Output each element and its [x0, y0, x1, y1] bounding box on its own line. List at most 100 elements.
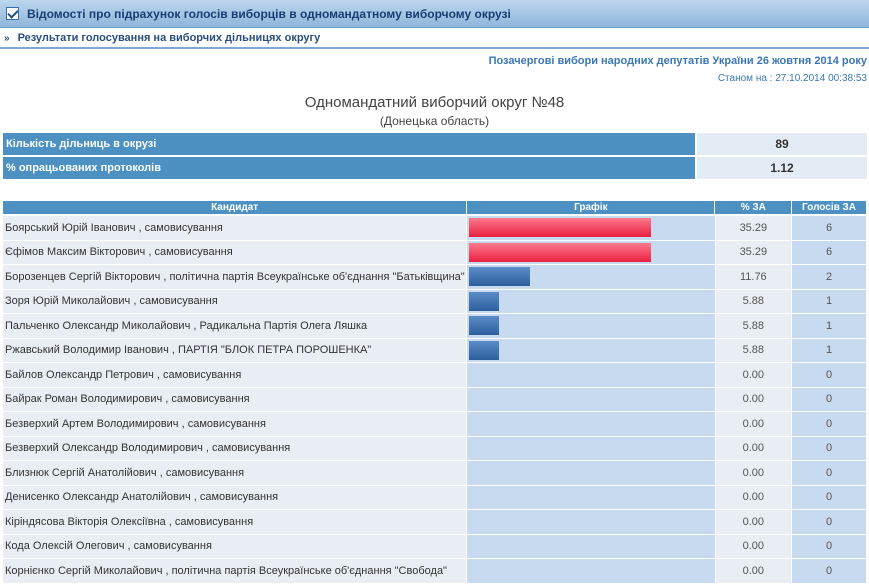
column-header-votes[interactable]: Голосів ЗА: [792, 201, 867, 214]
table-row: Пальченко Олександр Миколайович , Радика…: [3, 314, 867, 339]
candidate-name: Ржавський Володимир Іванович , ПАРТІЯ "Б…: [3, 338, 468, 363]
column-header-pct[interactable]: % ЗА: [715, 201, 793, 214]
vote-count: 6: [792, 240, 867, 265]
window-titlebar: Відомості про підрахунок голосів виборці…: [0, 0, 869, 28]
vote-percent: 0.00: [715, 363, 793, 388]
table-row: Борозенцев Сергій Вікторович , політична…: [3, 265, 867, 290]
stations-count-row: Кількість дільниць в окрузі 89: [3, 133, 867, 155]
vote-count: 1: [792, 338, 867, 363]
processed-protocols-label: % опрацьованих протоколів: [3, 157, 695, 179]
table-row: Боярський Юрій Іванович , самовисування 3…: [3, 216, 867, 241]
candidate-name: Зоря Юрій Миколайович , самовисування: [3, 289, 468, 314]
candidate-name: Борозенцев Сергій Вікторович , політична…: [3, 265, 468, 290]
vote-count: 0: [792, 559, 867, 584]
vote-share-bar: [469, 242, 652, 262]
candidate-name: Корнієнко Сергій Миколайович , політична…: [3, 559, 468, 584]
chart-cell: [467, 510, 716, 535]
table-row: Денисенко Олександр Анатолійович , самов…: [3, 485, 867, 510]
table-row: Єфімов Максим Вікторович , самовисування…: [3, 240, 867, 265]
candidate-name: Кіріндясова Вікторія Олексіївна , самови…: [3, 510, 468, 535]
vote-percent: 0.00: [715, 534, 793, 559]
chart-cell: [467, 534, 716, 559]
chart-cell: [467, 436, 716, 461]
vote-percent: 5.88: [715, 314, 793, 339]
chart-cell: [467, 265, 716, 290]
candidate-name: Байрак Роман Володимирович , самовисуван…: [3, 387, 468, 412]
vote-share-bar: [469, 291, 500, 311]
vote-percent: 0.00: [715, 436, 793, 461]
chart-cell: [467, 338, 716, 363]
as-of-timestamp: Станом на : 27.10.2014 00:38:53: [717, 73, 867, 84]
chart-cell: [467, 240, 716, 265]
vote-count: 1: [792, 314, 867, 339]
vote-count: 6: [792, 216, 867, 241]
election-name: Позачергові вибори народних депутатів Ук…: [488, 55, 867, 67]
candidate-name: Близнюк Сергій Анатолійович , самовисува…: [3, 461, 468, 486]
vote-percent: 0.00: [715, 387, 793, 412]
vote-percent: 5.88: [715, 289, 793, 314]
column-header-chart[interactable]: Графік: [467, 201, 716, 214]
chart-cell: [467, 412, 716, 437]
table-row: Байлов Олександр Петрович , самовисуванн…: [3, 363, 867, 388]
checkbox-icon[interactable]: [6, 7, 19, 20]
chart-cell: [467, 559, 716, 584]
chart-cell: [467, 387, 716, 412]
candidate-name: Боярський Юрій Іванович , самовисування: [3, 216, 468, 241]
table-row: Ржавський Володимир Іванович , ПАРТІЯ "Б…: [3, 338, 867, 363]
vote-count: 0: [792, 461, 867, 486]
column-header-candidate[interactable]: Кандидат: [3, 201, 468, 214]
vote-percent: 0.00: [715, 559, 793, 584]
chart-cell: [467, 216, 716, 241]
page-title: Відомості про підрахунок голосів виборці…: [27, 6, 511, 21]
stations-count-value: 89: [697, 133, 867, 155]
candidate-name: Безверхий Олександр Володимирович , само…: [3, 436, 468, 461]
vote-count: 0: [792, 363, 867, 388]
vote-percent: 0.00: [715, 510, 793, 535]
candidate-name: Пальченко Олександр Миколайович , Радика…: [3, 314, 468, 339]
vote-count: 0: [792, 387, 867, 412]
vote-count: 0: [792, 412, 867, 437]
processed-protocols-row: % опрацьованих протоколів 1.12: [3, 157, 867, 179]
vote-count: 0: [792, 510, 867, 535]
table-row: Кіріндясова Вікторія Олексіївна , самови…: [3, 510, 867, 535]
vote-percent: 0.00: [715, 412, 793, 437]
vote-percent: 0.00: [715, 485, 793, 510]
chart-cell: [467, 485, 716, 510]
vote-count: 0: [792, 534, 867, 559]
vote-share-bar: [469, 340, 500, 360]
vote-share-bar: [469, 267, 531, 287]
vote-percent: 35.29: [715, 216, 793, 241]
vote-percent: 35.29: [715, 240, 793, 265]
processed-protocols-value: 1.12: [697, 157, 867, 179]
table-row: Близнюк Сергій Анатолійович , самовисува…: [3, 461, 867, 486]
breadcrumb: » Результати голосування на виборчих діл…: [0, 29, 869, 49]
chart-cell: [467, 363, 716, 388]
table-row: Безверхий Олександр Володимирович , само…: [3, 436, 867, 461]
vote-count: 0: [792, 436, 867, 461]
candidate-name: Єфімов Максим Вікторович , самовисування: [3, 240, 468, 265]
results-table-body: Боярський Юрій Іванович , самовисування 3…: [3, 216, 867, 584]
chart-cell: [467, 289, 716, 314]
district-region: (Донецька область): [379, 114, 490, 128]
vote-share-bar: [469, 218, 652, 238]
vote-share-bar: [469, 316, 500, 336]
table-row: Зоря Юрій Миколайович , самовисування 5.8…: [3, 289, 867, 314]
candidate-name: Кода Олексій Олегович , самовисування: [3, 534, 468, 559]
candidate-name: Байлов Олександр Петрович , самовисуванн…: [3, 363, 468, 388]
vote-count: 2: [792, 265, 867, 290]
table-row: Корнієнко Сергій Миколайович , політична…: [3, 559, 867, 584]
vote-count: 1: [792, 289, 867, 314]
vote-count: 0: [792, 485, 867, 510]
table-row: Безверхий Артем Володимирович , самовису…: [3, 412, 867, 437]
results-by-station-link[interactable]: Результати голосування на виборчих дільн…: [17, 32, 321, 44]
results-table-header: Кандидат Графік % ЗА Голосів ЗА: [3, 201, 867, 214]
candidate-name: Денисенко Олександр Анатолійович , самов…: [3, 485, 468, 510]
stations-count-label: Кількість дільниць в окрузі: [3, 133, 695, 155]
chart-cell: [467, 461, 716, 486]
chart-cell: [467, 314, 716, 339]
vote-percent: 0.00: [715, 461, 793, 486]
district-title: Одномандатний виборчий округ №48: [304, 94, 565, 111]
vote-percent: 11.76: [715, 265, 793, 290]
vote-percent: 5.88: [715, 338, 793, 363]
table-row: Байрак Роман Володимирович , самовисуван…: [3, 387, 867, 412]
